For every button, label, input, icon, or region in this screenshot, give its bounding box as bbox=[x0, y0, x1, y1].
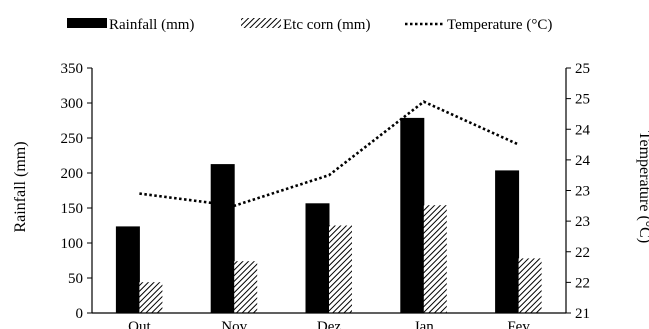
rainfall-bar-nov bbox=[210, 164, 235, 314]
x-tick-label: Dez bbox=[317, 319, 341, 329]
left-tick-label: 0 bbox=[76, 306, 84, 322]
left-tick-label: 200 bbox=[61, 166, 84, 182]
left-tick-label: 50 bbox=[68, 271, 83, 287]
y-axis-title: Rainfall (mm) bbox=[12, 141, 29, 232]
right-tick-label: 25 bbox=[575, 61, 590, 77]
left-tick-label: 350 bbox=[61, 61, 84, 77]
etc-bar-fev bbox=[518, 258, 542, 313]
x-tick-label: Fev bbox=[507, 319, 530, 329]
rainfall-bar-out bbox=[115, 226, 140, 314]
left-tick-label: 250 bbox=[61, 131, 84, 147]
legend-temperature-label: Temperature (°C) bbox=[447, 17, 552, 33]
etc-bar-nov bbox=[234, 261, 258, 313]
etc-bar-dez bbox=[329, 225, 352, 313]
bars bbox=[115, 117, 542, 314]
right-tick-label: 25 bbox=[575, 92, 590, 108]
rainfall-bar-jan bbox=[400, 117, 425, 314]
x-tick-label: Nov bbox=[221, 319, 247, 329]
rainfall-bar-dez bbox=[305, 203, 330, 314]
right-tick-label: 22 bbox=[575, 245, 590, 261]
right-tick-label: 21 bbox=[575, 306, 590, 322]
right-tick-label: 23 bbox=[575, 214, 590, 230]
temperature-line bbox=[139, 100, 520, 208]
line-layer bbox=[139, 100, 520, 208]
x-axis: Out Nov Dez Jan Fev bbox=[92, 312, 566, 329]
legend-etc-swatch bbox=[241, 18, 281, 28]
left-tick-label: 100 bbox=[61, 236, 84, 252]
left-axis: 0 50 100 150 200 250 300 350 bbox=[61, 61, 93, 322]
legend-etc-label: Etc corn (mm) bbox=[283, 17, 370, 33]
right-tick-label: 24 bbox=[575, 122, 591, 138]
legend-rainfall-label: Rainfall (mm) bbox=[109, 17, 194, 33]
right-tick-label: 24 bbox=[575, 153, 591, 169]
etc-bar-jan bbox=[423, 205, 447, 313]
right-tick-label: 22 bbox=[575, 275, 590, 291]
left-tick-label: 150 bbox=[61, 201, 84, 217]
legend-rainfall-swatch bbox=[67, 18, 107, 28]
x-tick-label: Jan bbox=[414, 319, 434, 329]
right-tick-label: 23 bbox=[575, 184, 590, 200]
etc-bar-out bbox=[139, 282, 163, 313]
y2-axis-title: Temperature (°C) bbox=[636, 131, 649, 243]
rainfall-bar-fev bbox=[495, 170, 520, 314]
legend: Rainfall (mm) Etc corn (mm) Temperature (°… bbox=[67, 17, 552, 33]
left-tick-label: 300 bbox=[61, 96, 84, 112]
x-tick-label: Out bbox=[128, 319, 151, 329]
right-axis: 21 22 22 23 23 24 24 25 25 bbox=[565, 61, 591, 322]
